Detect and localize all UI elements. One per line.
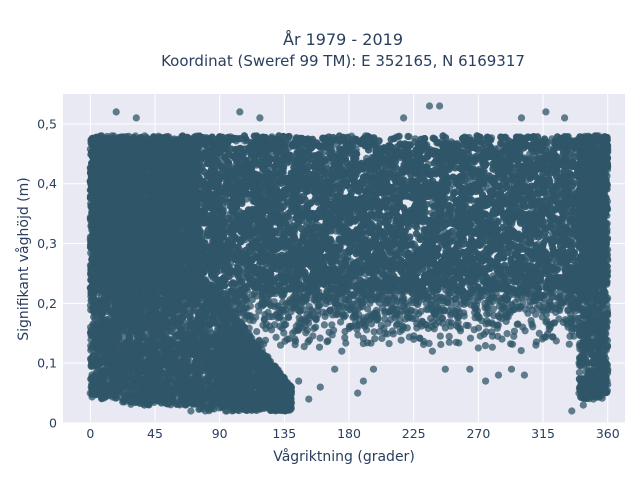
chart-title-line2: Koordinat (Sweref 99 TM): E 352165, N 61… — [161, 52, 525, 70]
data-point — [405, 133, 413, 141]
chart-title-line1: År 1979 - 2019 — [283, 30, 403, 49]
scatter-points — [86, 102, 612, 415]
